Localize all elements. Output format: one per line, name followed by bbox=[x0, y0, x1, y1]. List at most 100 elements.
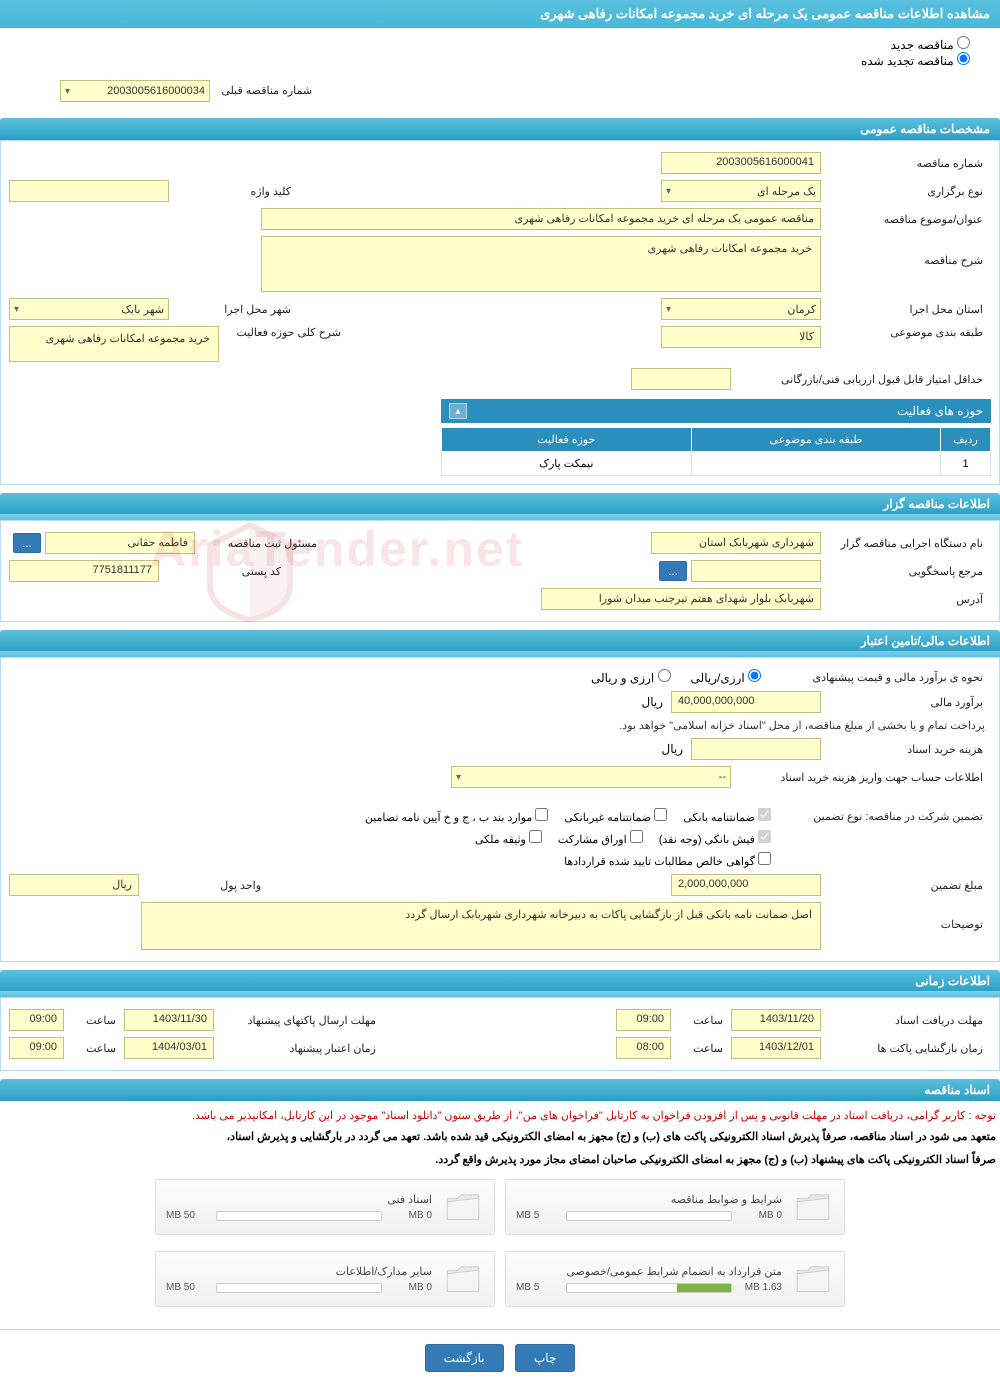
lbl-category: طبقه بندی موضوعی bbox=[821, 326, 991, 339]
hozeh-header: حوزه های فعالیت ▴ bbox=[441, 399, 991, 423]
hozeh-table-wrap: حوزه های فعالیت ▴ ردیف طبقه بندی موضوعی … bbox=[9, 399, 991, 476]
print-button[interactable]: چاپ bbox=[515, 1344, 575, 1372]
radio-both[interactable]: ارزی و ریالی bbox=[591, 669, 671, 685]
field-category: کالا bbox=[661, 326, 821, 348]
doc-card-other[interactable]: سایر مدارک/اطلاعات 0 MB 50 MB bbox=[155, 1251, 495, 1307]
cb-regulation-items[interactable]: موارد بند ب ، ج و خ آیین نامه تضامین bbox=[365, 808, 549, 824]
prev-num-select[interactable]: 2003005616000034▾ bbox=[60, 80, 210, 102]
footer-buttons: چاپ بازگشت bbox=[0, 1329, 1000, 1392]
lbl-guar-desc: توضیحات bbox=[821, 902, 991, 931]
lbl-buy-cost: هزینه خرید اسناد bbox=[821, 743, 991, 756]
doc-title: شرایط و ضوابط مناقصه bbox=[516, 1193, 782, 1210]
lbl-method: نحوه ی برآورد مالی و قیمت پیشنهادی bbox=[761, 671, 991, 684]
section-zamani-body: مهلت دریافت اسناد 1403/11/20 ساعت 09:00 … bbox=[0, 997, 1000, 1071]
lbl-estimate: برآورد مالی bbox=[821, 696, 991, 709]
lbl-min-score: حداقل امتیاز قابل قبول ارزیابی فنی/بازرگ… bbox=[731, 373, 991, 386]
lbl-valid-hour: ساعت bbox=[64, 1042, 124, 1055]
section-gozar-header: اطلاعات مناقصه گزار bbox=[0, 493, 1000, 515]
select-city[interactable]: شهر بابک▾ bbox=[9, 298, 169, 320]
progress-bar bbox=[566, 1211, 732, 1221]
field-registrar: فاطمه حقانی bbox=[45, 532, 195, 554]
doc-row-1: شرایط و ضوابط مناقصه 0 MB 5 MB اسناد فنی… bbox=[2, 1171, 998, 1243]
download-note: توجه : کاربر گرامی، دریافت اسناد در مهلت… bbox=[2, 1105, 998, 1126]
field-responder bbox=[691, 560, 821, 582]
field-address: شهربابک بلوار شهدای هفتم تیرجنب میدان شو… bbox=[541, 588, 821, 610]
field-open-date: 1403/12/01 bbox=[731, 1037, 821, 1059]
progress-bar bbox=[566, 1283, 732, 1293]
field-receive-date: 1403/11/20 bbox=[731, 1009, 821, 1031]
lbl-org: نام دستگاه اجرایی مناقصه گزار bbox=[821, 537, 991, 550]
eSign-note1: متعهد می شود در اسناد مناقصه، صرفاً پذیر… bbox=[2, 1126, 998, 1149]
cb-bank-guarantee[interactable]: ضمانتنامه بانکی bbox=[683, 808, 771, 824]
cb-property[interactable]: وثیقه ملکی bbox=[475, 830, 542, 846]
field-keyword[interactable] bbox=[9, 180, 169, 202]
field-org: شهرداری شهربابک استان bbox=[651, 532, 821, 554]
prev-num-label: شماره مناقصه قبلی bbox=[213, 85, 320, 97]
field-guar-desc: اصل ضمانت نامه بانکی قبل از بازگشایی پاک… bbox=[141, 902, 821, 950]
responder-more-button[interactable]: ... bbox=[659, 561, 687, 581]
payment-note: پرداخت تمام و یا بخشی از مبلغ مناقصه، از… bbox=[619, 719, 991, 732]
lbl-send-deadline: مهلت ارسال پاکتهای پیشنهاد bbox=[214, 1014, 384, 1027]
cb-receivables[interactable]: گواهی خالص مطالبات تایید شده قراردادها bbox=[564, 852, 771, 868]
cb-cash[interactable]: فیش بانکی (وجه نقد) bbox=[659, 830, 771, 846]
lbl-validity: زمان اعتبار پیشنهاد bbox=[214, 1042, 384, 1055]
radio-rial[interactable]: ارزی/ریالی bbox=[691, 669, 761, 685]
lbl-account: اطلاعات حساب جهت واریز هزینه خرید اسناد bbox=[731, 771, 991, 784]
page-title-bar: مشاهده اطلاعات مناقصه عمومی یک مرحله ای … bbox=[0, 0, 1000, 28]
lbl-receive-deadline: مهلت دریافت اسناد bbox=[821, 1014, 991, 1027]
lbl-guarantee-type: تضمین شرکت در مناقصه: نوع تضمین bbox=[771, 810, 991, 823]
lbl-ostan: استان محل اجرا bbox=[821, 303, 991, 316]
table-row: 1 نیمکت پارک bbox=[442, 452, 991, 476]
cb-bonds[interactable]: اوراق مشارکت bbox=[558, 830, 643, 846]
field-buy-cost bbox=[691, 738, 821, 760]
field-tender-number: 2003005616000041 bbox=[661, 152, 821, 174]
field-min-score bbox=[631, 368, 731, 390]
minimize-icon[interactable]: ▴ bbox=[449, 403, 467, 419]
field-subject: مناقصه عمومی یک مرحله ای خرید مجموعه امک… bbox=[261, 208, 821, 230]
section-gozar-body: نام دستگاه اجرایی مناقصه گزار شهرداری شه… bbox=[0, 520, 1000, 622]
doc-title: سایر مدارک/اطلاعات bbox=[166, 1265, 432, 1282]
doc-card-contract[interactable]: متن قرارداد به انضمام شرایط عمومی/خصوصی … bbox=[505, 1251, 845, 1307]
doc-card-technical[interactable]: اسناد فنی 0 MB 50 MB bbox=[155, 1179, 495, 1235]
field-postal: 7751811177 bbox=[9, 560, 159, 582]
prev-number-row: شماره مناقصه قبلی 2003005616000034▾ bbox=[0, 76, 1000, 110]
section-mali-header: اطلاعات مالی/تامین اعتبار bbox=[0, 630, 1000, 652]
tender-type-radios: مناقصه جدید مناقصه تجدید شده bbox=[0, 28, 1000, 76]
radio-new[interactable]: مناقصه جدید bbox=[891, 38, 970, 52]
lbl-open-time: زمان بازگشایی پاکت ها bbox=[821, 1042, 991, 1055]
doc-row-2: متن قرارداد به انضمام شرایط عمومی/خصوصی … bbox=[2, 1243, 998, 1315]
select-account[interactable]: --▾ bbox=[451, 766, 731, 788]
field-currency: ریال bbox=[9, 874, 139, 896]
cb-nonbank-guarantee[interactable]: ضمانتنامه غیربانکی bbox=[564, 808, 667, 824]
unit-rial: ریال bbox=[633, 695, 671, 709]
chevron-down-icon: ▾ bbox=[456, 772, 461, 783]
radio-renewed[interactable]: مناقصه تجدید شده bbox=[861, 54, 970, 68]
lbl-responder: مرجع پاسخگویی bbox=[821, 565, 991, 578]
lbl-postal: کد پستی bbox=[159, 565, 289, 578]
field-send-date: 1403/11/30 bbox=[124, 1009, 214, 1031]
hozeh-table: ردیف طبقه بندی موضوعی حوزه فعالیت 1 نیمک… bbox=[441, 427, 991, 476]
chevron-down-icon: ▾ bbox=[14, 304, 19, 315]
back-button[interactable]: بازگشت bbox=[425, 1344, 504, 1372]
page-title: مشاهده اطلاعات مناقصه عمومی یک مرحله ای … bbox=[540, 6, 990, 21]
lbl-keyword: کلید واژه bbox=[169, 185, 299, 198]
section-general-body: شماره مناقصه 2003005616000041 نوع برگزار… bbox=[0, 140, 1000, 485]
section-asnad-body: توجه : کاربر گرامی، دریافت اسناد در مهلت… bbox=[0, 1101, 1000, 1319]
doc-title: اسناد فنی bbox=[166, 1193, 432, 1210]
lbl-currency: واحد پول bbox=[139, 879, 269, 892]
folder-icon bbox=[792, 1258, 834, 1300]
select-type[interactable]: یک مرحله ای▾ bbox=[661, 180, 821, 202]
registrar-more-button[interactable]: ... bbox=[13, 533, 41, 553]
lbl-rec-time: ساعت bbox=[671, 1014, 731, 1027]
col-radif: ردیف bbox=[941, 428, 991, 452]
section-general-header: مشخصات مناقصه عمومی bbox=[0, 118, 1000, 140]
col-hozeh: حوزه فعالیت bbox=[442, 428, 692, 452]
doc-card-terms[interactable]: شرایط و ضوابط مناقصه 0 MB 5 MB bbox=[505, 1179, 845, 1235]
select-ostan[interactable]: کرمان▾ bbox=[661, 298, 821, 320]
doc-title: متن قرارداد به انضمام شرایط عمومی/خصوصی bbox=[516, 1265, 782, 1282]
field-send-time: 09:00 bbox=[9, 1009, 64, 1031]
chevron-down-icon: ▾ bbox=[666, 186, 671, 197]
folder-icon bbox=[442, 1258, 484, 1300]
field-valid-hour: 09:00 bbox=[9, 1037, 64, 1059]
hozeh-title: حوزه های فعالیت bbox=[897, 404, 983, 418]
